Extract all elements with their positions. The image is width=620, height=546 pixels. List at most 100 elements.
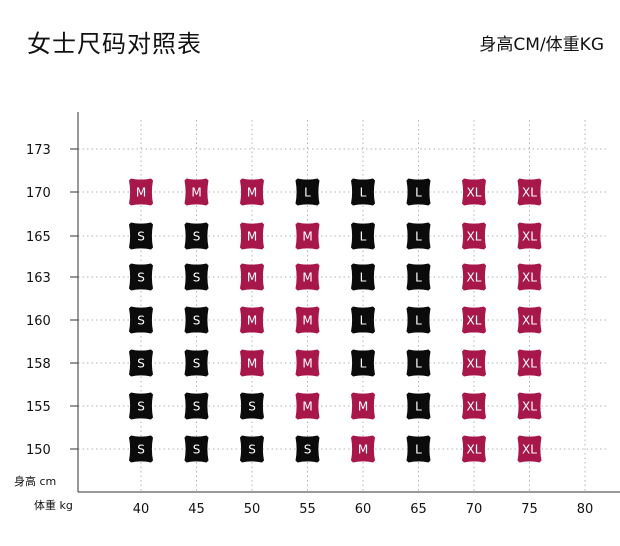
badge-shape (240, 435, 264, 463)
badge-label: M (358, 400, 368, 414)
badge-label: L (360, 186, 367, 200)
badge-shape (517, 263, 542, 291)
badge-shape (351, 306, 375, 334)
badge-shape (462, 222, 486, 250)
badge-shape (462, 306, 486, 334)
badge-label: XL (522, 357, 537, 371)
y-tick-label: 158 (26, 357, 51, 372)
badge-label: XL (522, 400, 537, 414)
badge-shape (406, 306, 431, 334)
size-badge-s: S (240, 435, 264, 463)
size-badge-m: M (295, 263, 320, 291)
x-tick-label: 65 (410, 502, 427, 517)
badge-shape (462, 263, 486, 291)
size-badge-s: S (129, 263, 153, 291)
size-badge-l: L (351, 263, 375, 291)
badge-label: L (360, 271, 367, 285)
badge-label: L (415, 443, 422, 457)
y-tick-label: 170 (26, 186, 51, 201)
x-tick-label: 80 (577, 502, 594, 517)
badge-label: L (415, 314, 422, 328)
badge-label: L (360, 230, 367, 244)
page-title: 女士尺码对照表 (27, 30, 202, 58)
badge-label: M (247, 186, 257, 200)
badge-shape (240, 222, 264, 250)
badge-shape (129, 178, 153, 206)
size-badge-xl: XL (517, 178, 542, 206)
size-badge-l: L (406, 392, 431, 420)
size-badge-l: L (406, 349, 431, 377)
badge-shape (184, 263, 209, 291)
size-badge-s: S (184, 349, 209, 377)
badge-shape (129, 222, 153, 250)
badge-shape (351, 263, 375, 291)
size-badge-s: S (129, 349, 153, 377)
badge-label: M (247, 230, 257, 244)
badge-shape (129, 435, 153, 463)
badge-label: S (137, 400, 145, 414)
badge-label: M (302, 271, 312, 285)
size-badge-l: L (406, 306, 431, 334)
size-badge-m: M (240, 178, 264, 206)
size-badge-s: S (295, 435, 320, 463)
badge-shape (351, 392, 375, 420)
size-badge-l: L (351, 349, 375, 377)
badge-label: XL (522, 314, 537, 328)
badge-shape (517, 349, 542, 377)
badge-label: XL (522, 230, 537, 244)
size-badge-xl: XL (517, 306, 542, 334)
size-badge-s: S (129, 306, 153, 334)
x-tick-label: 75 (521, 502, 538, 517)
badge-shape (406, 263, 431, 291)
size-badge-l: L (406, 435, 431, 463)
y-tick-label: 150 (26, 443, 51, 458)
badge-shape (129, 263, 153, 291)
x-tick-label: 45 (188, 502, 205, 517)
badge-label: L (415, 357, 422, 371)
badge-label: S (137, 357, 145, 371)
size-badge-s: S (129, 392, 153, 420)
badge-shape (184, 435, 209, 463)
tick-labels: 173 170 165 163 160 158 155 150 40 45 50 55 60 65 70 75… (26, 143, 593, 517)
badge-shape (129, 306, 153, 334)
size-badge-xl: XL (462, 222, 486, 250)
badge-shape (295, 263, 320, 291)
size-badge-m: M (240, 306, 264, 334)
badge-shape (184, 222, 209, 250)
x-tick-label: 50 (244, 502, 261, 517)
size-badge-s: S (184, 263, 209, 291)
badge-label: L (415, 186, 422, 200)
x-tick-label: 40 (133, 502, 150, 517)
badge-label: S (248, 443, 256, 457)
x-tick-label: 55 (299, 502, 316, 517)
badge-shape (517, 306, 542, 334)
size-badge-m: M (295, 392, 320, 420)
size-badge-l: L (351, 306, 375, 334)
y-tick-label: 173 (26, 143, 51, 158)
badge-label: XL (467, 443, 482, 457)
badge-label: M (302, 230, 312, 244)
size-badge-s: S (129, 435, 153, 463)
badge-shape (351, 222, 375, 250)
badge-shape (184, 392, 209, 420)
badge-label: XL (467, 357, 482, 371)
badge-shape (184, 349, 209, 377)
badge-label: M (302, 400, 312, 414)
badge-shape (240, 392, 264, 420)
size-badge-m: M (240, 222, 264, 250)
badge-shape (462, 435, 486, 463)
badge-shape (462, 392, 486, 420)
badge-label: XL (467, 186, 482, 200)
y-tick-label: 163 (26, 271, 51, 286)
badge-label: M (247, 357, 257, 371)
badge-shape (517, 392, 542, 420)
size-badge-l: L (295, 178, 320, 206)
badge-label: M (302, 357, 312, 371)
badge-shape (351, 178, 375, 206)
size-badge-l: L (406, 263, 431, 291)
badge-label: M (358, 443, 368, 457)
badge-shape (184, 178, 209, 206)
badge-label: XL (467, 271, 482, 285)
size-badge-xl: XL (517, 263, 542, 291)
badge-label: XL (522, 186, 537, 200)
